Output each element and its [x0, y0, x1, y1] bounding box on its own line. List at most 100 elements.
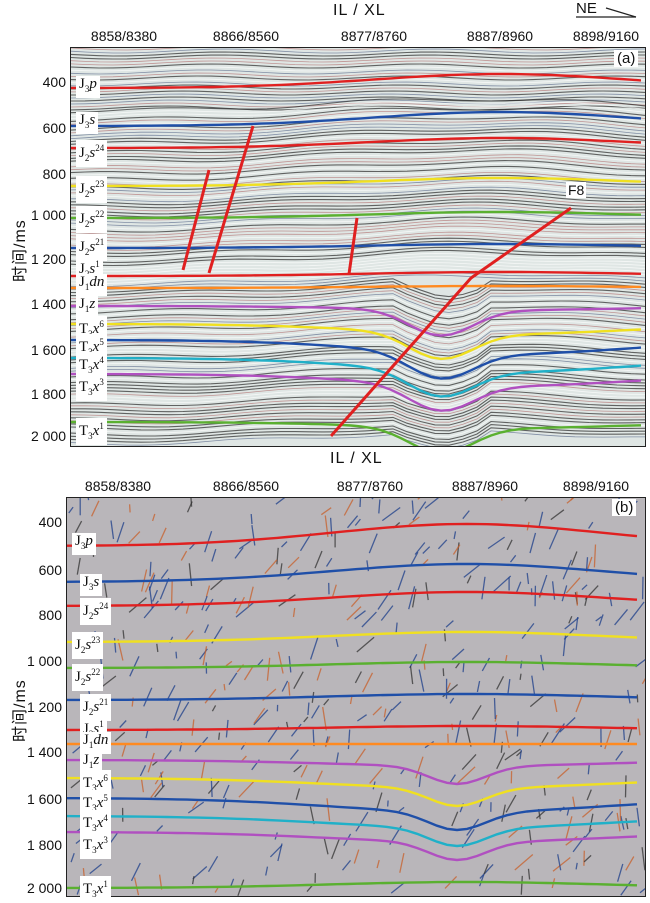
discontinuity-mark — [549, 529, 558, 550]
discontinuity-mark — [425, 498, 438, 508]
b-horizon-label-13: T3x3 — [80, 832, 111, 859]
horizon-J2s23 — [67, 632, 637, 642]
discontinuity-mark — [638, 719, 640, 736]
discontinuity-mark — [224, 785, 230, 798]
discontinuity-mark — [472, 705, 481, 719]
a-horizon-label-4: J2s23 — [76, 176, 107, 203]
top-tick-a-5: 8898/9160 — [573, 28, 639, 44]
discontinuity-mark — [508, 679, 510, 694]
seismic-panel-a — [70, 47, 646, 447]
seismic-reflection — [71, 158, 645, 171]
horizon-T3x4 — [67, 816, 637, 846]
discontinuity-mark — [115, 638, 116, 653]
discontinuity-mark — [212, 705, 215, 711]
discontinuity-mark — [150, 562, 151, 577]
discontinuity-mark — [321, 508, 331, 515]
y-tick-b-400: 400 — [18, 514, 62, 530]
discontinuity-mark — [123, 630, 124, 639]
a-horizon-label-8: J1dn — [76, 274, 107, 296]
discontinuity-mark — [317, 668, 321, 680]
horizon-J2s1 — [67, 726, 637, 730]
discontinuity-mark — [443, 668, 444, 676]
top-tick-b-4: 8887/8960 — [452, 478, 518, 494]
discontinuity-mark — [379, 499, 380, 513]
horizon-J2s24 — [67, 592, 637, 606]
discontinuity-mark — [551, 510, 564, 520]
discontinuity-mark — [347, 607, 361, 621]
fault-label-f8: F8 — [566, 182, 586, 198]
y-tick-b-1400: 1 400 — [18, 744, 62, 760]
discontinuity-mark — [599, 614, 603, 625]
discontinuity-mark — [159, 528, 166, 543]
discontinuity-mark — [76, 521, 82, 533]
y-tick-a-1000: 1 000 — [22, 207, 66, 223]
discontinuity-mark — [92, 501, 99, 517]
discontinuity-mark — [312, 705, 320, 718]
discontinuity-mark — [201, 761, 204, 779]
seismic-reflection — [71, 161, 645, 175]
discontinuity-mark — [344, 499, 353, 515]
discontinuity-mark — [572, 552, 577, 566]
discontinuity-mark — [69, 507, 73, 513]
horizon-J3s — [67, 564, 637, 582]
discontinuity-mark — [355, 749, 365, 764]
discontinuity-mark — [315, 551, 322, 568]
discontinuity-mark — [117, 522, 124, 542]
horizon-J3p — [67, 524, 637, 546]
discontinuity-mark — [122, 744, 126, 756]
discontinuity-mark — [410, 654, 417, 668]
discontinuity-mark — [511, 555, 516, 562]
discontinuity-mark — [520, 674, 521, 680]
seismic-reflection — [71, 48, 645, 50]
seismic-reflection — [71, 64, 645, 68]
a-horizon-label-3: J2s24 — [76, 140, 107, 167]
discontinuity-mark — [144, 688, 152, 707]
top-axis-title-a: IL / XL — [333, 2, 386, 20]
discontinuity-mark — [332, 839, 340, 859]
a-horizon-label-2: J3s — [76, 112, 98, 134]
discontinuity-mark — [630, 602, 644, 620]
discontinuity-mark — [457, 542, 459, 560]
discontinuity-mark — [153, 590, 158, 601]
discontinuity-mark — [450, 775, 455, 783]
discontinuity-mark — [311, 638, 318, 660]
discontinuity-mark — [130, 656, 139, 676]
y-tick-b-1600: 1 600 — [18, 791, 62, 807]
discontinuity-mark — [355, 672, 361, 683]
discontinuity-mark — [423, 547, 430, 554]
discontinuity-mark — [90, 864, 102, 874]
discontinuity-mark — [506, 795, 516, 812]
discontinuity-mark — [464, 565, 480, 578]
y-tick-b-1000: 1 000 — [18, 653, 62, 669]
top-tick-b-1: 8858/8380 — [85, 478, 151, 494]
discontinuity-mark — [585, 829, 592, 837]
discontinuity-mark — [558, 768, 570, 778]
discontinuity-mark — [129, 532, 140, 544]
discontinuity-mark — [157, 826, 163, 832]
discontinuity-mark — [506, 731, 509, 748]
discontinuity-mark — [71, 853, 74, 862]
discontinuity-mark — [450, 698, 454, 703]
b-horizon-label-2: J3s — [80, 574, 102, 596]
discontinuity-mark — [569, 616, 572, 623]
top-tick-b-5: 8898/9160 — [563, 478, 629, 494]
discontinuity-mark — [398, 571, 405, 591]
discontinuity-mark — [279, 652, 284, 674]
discontinuity-mark — [372, 498, 383, 499]
discontinuity-mark — [181, 551, 186, 560]
y-tick-a-400: 400 — [22, 74, 66, 90]
discontinuity-mark — [637, 808, 639, 827]
discontinuity-mark — [336, 639, 338, 647]
discontinuity-mark — [192, 719, 194, 735]
discontinuity-mark — [251, 514, 252, 524]
discontinuity-mark — [266, 867, 268, 876]
discontinuity-mark — [105, 583, 107, 597]
discontinuity-mark — [566, 578, 580, 593]
discontinuity-mark — [399, 807, 404, 811]
discontinuity-mark — [616, 751, 623, 760]
discontinuity-mark — [206, 599, 213, 611]
discontinuity-mark — [176, 652, 177, 659]
discontinuity-mark — [411, 552, 418, 565]
discontinuity-mark — [324, 699, 329, 705]
discontinuity-mark — [296, 788, 299, 799]
